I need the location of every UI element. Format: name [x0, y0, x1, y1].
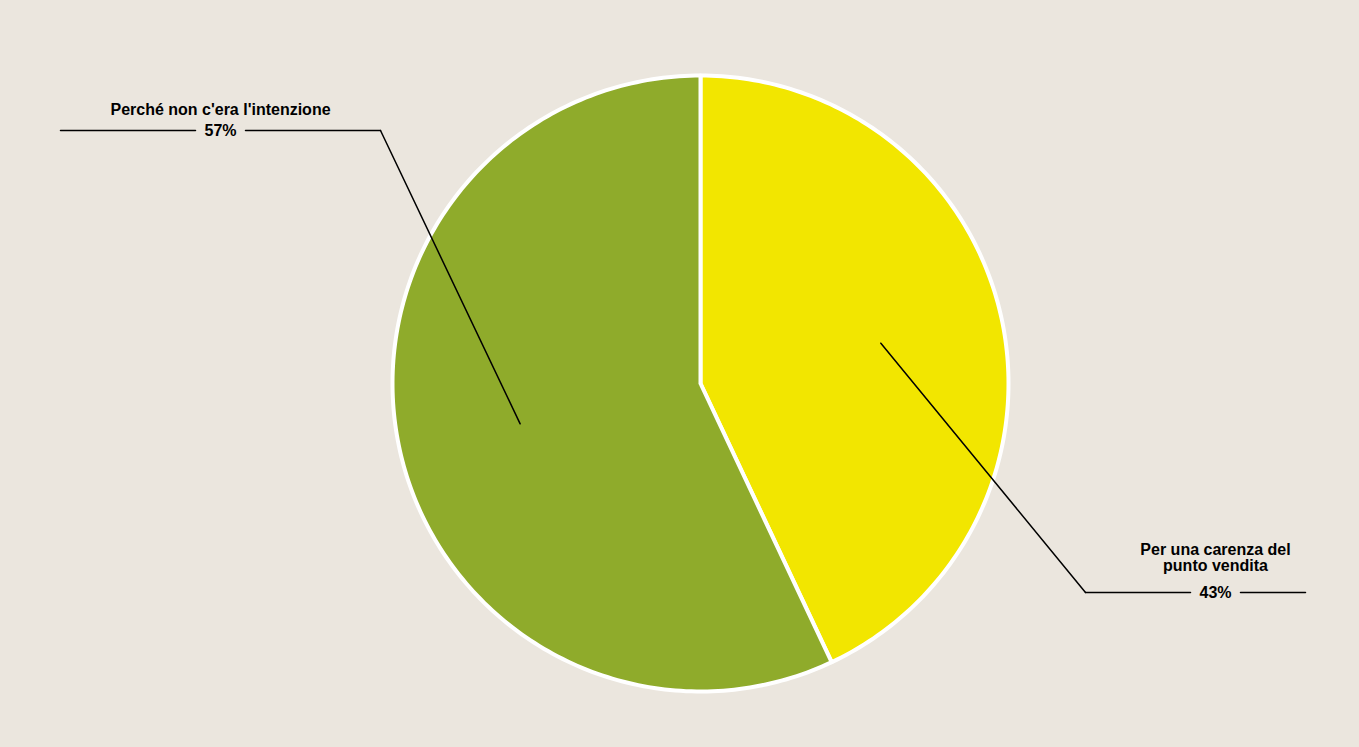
svg-text:Perché non c'era l'intenzione: Perché non c'era l'intenzione: [110, 101, 330, 118]
svg-text:Per una carenza delpunto vendi: Per una carenza delpunto vendita: [1140, 541, 1290, 574]
svg-text:43%: 43%: [1199, 584, 1231, 601]
svg-text:57%: 57%: [204, 122, 236, 139]
